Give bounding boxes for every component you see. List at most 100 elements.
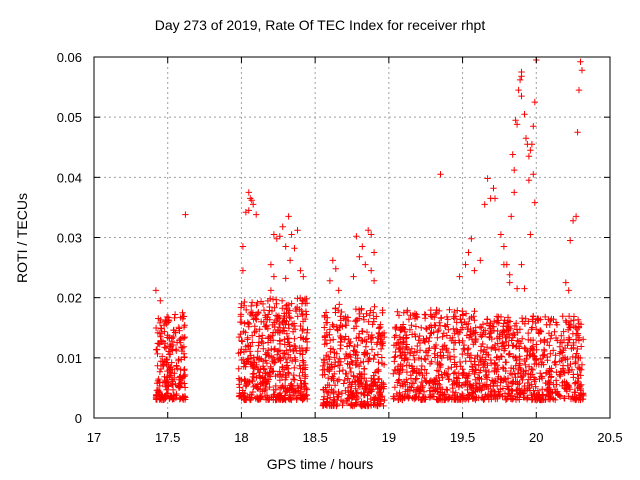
data-point: [508, 337, 515, 344]
data-point: [552, 389, 560, 397]
data-point: [281, 327, 288, 334]
data-point: [444, 386, 451, 394]
data-point: [297, 388, 304, 395]
data-point: [468, 235, 475, 242]
data-point: [298, 307, 305, 315]
data-point: [337, 345, 344, 352]
data-point: [156, 319, 164, 327]
data-point: [335, 376, 343, 383]
data-point: [392, 325, 399, 333]
data-point: [519, 335, 526, 342]
data-point: [245, 189, 252, 196]
data-point: [370, 355, 377, 363]
data-point: [244, 334, 251, 341]
data-point: [472, 335, 480, 343]
data-point: [523, 355, 530, 363]
data-point: [167, 370, 175, 377]
data-point: [490, 185, 497, 192]
data-point: [242, 363, 249, 370]
data-point: [499, 331, 506, 339]
data-point: [361, 351, 368, 358]
data-point: [265, 347, 272, 354]
data-point: [395, 370, 403, 378]
data-point: [239, 267, 247, 274]
data-point: [495, 391, 502, 398]
data-point: [156, 382, 163, 390]
data-point: [375, 366, 382, 373]
data-point: [275, 348, 282, 355]
data-point: [497, 231, 505, 238]
data-point: [321, 341, 328, 348]
data-point: [521, 285, 528, 292]
data-point: [157, 316, 164, 324]
data-point: [245, 323, 252, 330]
data-point: [299, 369, 306, 376]
data-point: [404, 379, 411, 386]
data-point: [298, 380, 305, 388]
data-point: [465, 249, 472, 256]
data-point: [265, 352, 272, 359]
data-point: [438, 314, 445, 321]
data-point: [412, 376, 419, 383]
data-point: [370, 315, 377, 322]
data-point: [480, 348, 487, 356]
data-point: [263, 380, 270, 387]
data-point: [433, 307, 440, 314]
data-point: [411, 356, 418, 364]
data-point: [553, 369, 560, 376]
data-point: [179, 309, 186, 316]
data-point: [371, 303, 378, 310]
data-point: [393, 390, 400, 398]
data-point: [491, 318, 498, 325]
data-point: [403, 368, 411, 376]
data-point: [180, 373, 187, 380]
data-point: [448, 364, 455, 371]
data-point: [251, 323, 258, 330]
data-point: [266, 303, 273, 311]
data-point: [276, 233, 283, 240]
data-point: [559, 313, 566, 320]
data-point: [396, 369, 403, 376]
data-point: [579, 395, 587, 403]
data-point: [261, 323, 269, 330]
data-point: [375, 359, 382, 366]
data-point: [476, 383, 484, 391]
data-point: [462, 310, 470, 317]
data-point: [530, 123, 537, 130]
data-point: [365, 356, 372, 364]
data-point: [553, 381, 560, 388]
data-point: [356, 383, 364, 390]
data-point: [443, 386, 450, 393]
data-point: [300, 358, 307, 366]
data-point: [408, 322, 415, 329]
data-point: [500, 365, 507, 372]
data-point: [396, 333, 403, 341]
data-point: [410, 352, 417, 359]
data-point: [508, 213, 515, 220]
data-point: [163, 313, 171, 321]
data-point: [402, 351, 409, 358]
data-point: [431, 314, 438, 321]
data-point: [490, 383, 497, 390]
data-point: [432, 387, 439, 394]
data-point: [574, 129, 581, 136]
data-point: [422, 347, 430, 355]
data-point: [556, 350, 563, 357]
data-point: [424, 352, 432, 359]
data-point: [493, 334, 501, 342]
data-point: [569, 217, 577, 224]
data-point: [543, 391, 550, 398]
data-point: [334, 327, 341, 334]
data-point: [370, 249, 378, 256]
data-point: [171, 314, 178, 322]
data-point: [153, 346, 161, 353]
data-point: [359, 401, 367, 408]
data-point: [255, 309, 262, 317]
data-point: [327, 402, 335, 409]
data-point: [513, 285, 521, 292]
data-point: [474, 374, 482, 381]
data-point: [556, 343, 564, 350]
data-point: [239, 243, 247, 250]
data-point: [511, 393, 519, 400]
data-point: [360, 313, 367, 320]
